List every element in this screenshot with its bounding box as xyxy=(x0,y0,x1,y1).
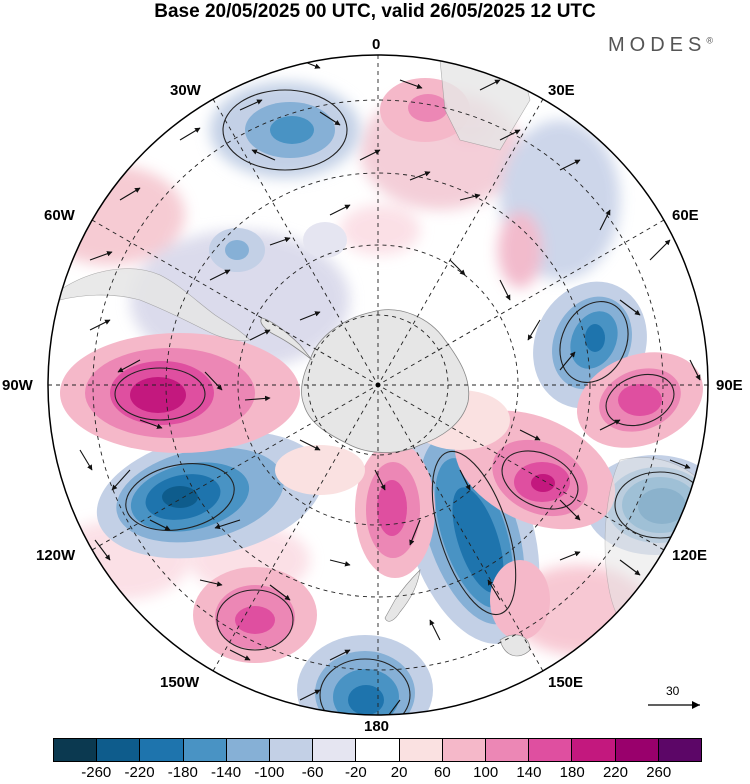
colorbar-cell xyxy=(572,739,616,761)
colorbar-cell xyxy=(529,739,573,761)
lon-label-150e: 150E xyxy=(548,674,584,691)
colorbar-cell xyxy=(140,739,184,761)
colorbar-tick-labels: -260 -220 -180 -140 -100 -60 -20 20 60 100 140 180 2… xyxy=(0,764,750,784)
negative-anomaly-small-60w xyxy=(209,222,347,272)
positive-anomaly-ring-south xyxy=(275,390,550,640)
lon-label-150w: 150W xyxy=(160,674,200,691)
colorbar-cell xyxy=(270,739,314,761)
south-pole-marker xyxy=(375,382,381,388)
map-border xyxy=(47,54,709,716)
vector-scale-value: 30 xyxy=(666,684,680,698)
brand-name: MODES xyxy=(608,34,707,56)
lon-label-60e: 60E xyxy=(672,207,699,224)
colorbar xyxy=(53,738,702,762)
colorbar-cell xyxy=(615,739,659,761)
colorbar-tick-label: -20 xyxy=(345,764,367,781)
colorbar-tick-label: -180 xyxy=(167,764,198,781)
lon-label-120w: 120W xyxy=(36,547,76,564)
colorbar-cell xyxy=(486,739,530,761)
vector-scale-arrow xyxy=(648,701,700,709)
colorbar-tick-label: 180 xyxy=(559,764,585,781)
negative-anomaly-110w xyxy=(96,431,324,559)
wind-vectors xyxy=(79,59,701,715)
australia-land xyxy=(604,457,708,629)
lon-label-30w: 30W xyxy=(170,82,201,99)
colorbar-tick-label: -60 xyxy=(301,764,324,781)
colorbar-cell xyxy=(97,739,141,761)
positive-anomaly-90w xyxy=(60,333,300,453)
lon-label-0: 0 xyxy=(372,36,381,53)
colorbar-cell xyxy=(356,739,400,761)
lon-label-60w: 60W xyxy=(44,207,75,224)
colorbar-tick-label: 100 xyxy=(473,764,499,781)
colorbar-tick-label: 60 xyxy=(434,764,451,781)
registered-mark: ® xyxy=(706,35,713,46)
colorbar-cell xyxy=(183,739,227,761)
brand-logo: MODES® xyxy=(608,34,713,57)
positive-anomaly-170e xyxy=(355,442,435,578)
colorbar-tick-label: -100 xyxy=(254,764,285,781)
colorbar-cell xyxy=(658,739,702,761)
colorbar-cell xyxy=(442,739,487,761)
colorbar-cell xyxy=(54,739,98,761)
colorbar-cell xyxy=(226,739,271,761)
colorbar-tick-label: -220 xyxy=(124,764,155,781)
positive-anomaly-145w xyxy=(193,567,317,663)
lon-label-30e: 30E xyxy=(548,82,575,99)
colorbar-tick-label: -260 xyxy=(81,764,112,781)
polar-map xyxy=(47,54,709,716)
colorbar-cell xyxy=(399,739,443,761)
colorbar-tick-label: -140 xyxy=(211,764,242,781)
lon-label-120e: 120E xyxy=(672,547,708,564)
lon-label-90w: 90W xyxy=(2,377,33,394)
colorbar-tick-label: 20 xyxy=(390,764,408,781)
chart-title: Base 20/05/2025 00 UTC, valid 26/05/2025… xyxy=(154,1,596,22)
lon-label-90e: 90E xyxy=(716,377,743,394)
lon-label-180: 180 xyxy=(364,718,390,735)
colorbar-tick-label: 140 xyxy=(516,764,542,781)
tasmania-land xyxy=(499,634,531,657)
colorbar-tick-label: 260 xyxy=(646,764,672,781)
negative-anomaly-30w xyxy=(210,82,360,178)
colorbar-tick-label: 220 xyxy=(602,764,628,781)
colorbar-cell xyxy=(313,739,357,761)
